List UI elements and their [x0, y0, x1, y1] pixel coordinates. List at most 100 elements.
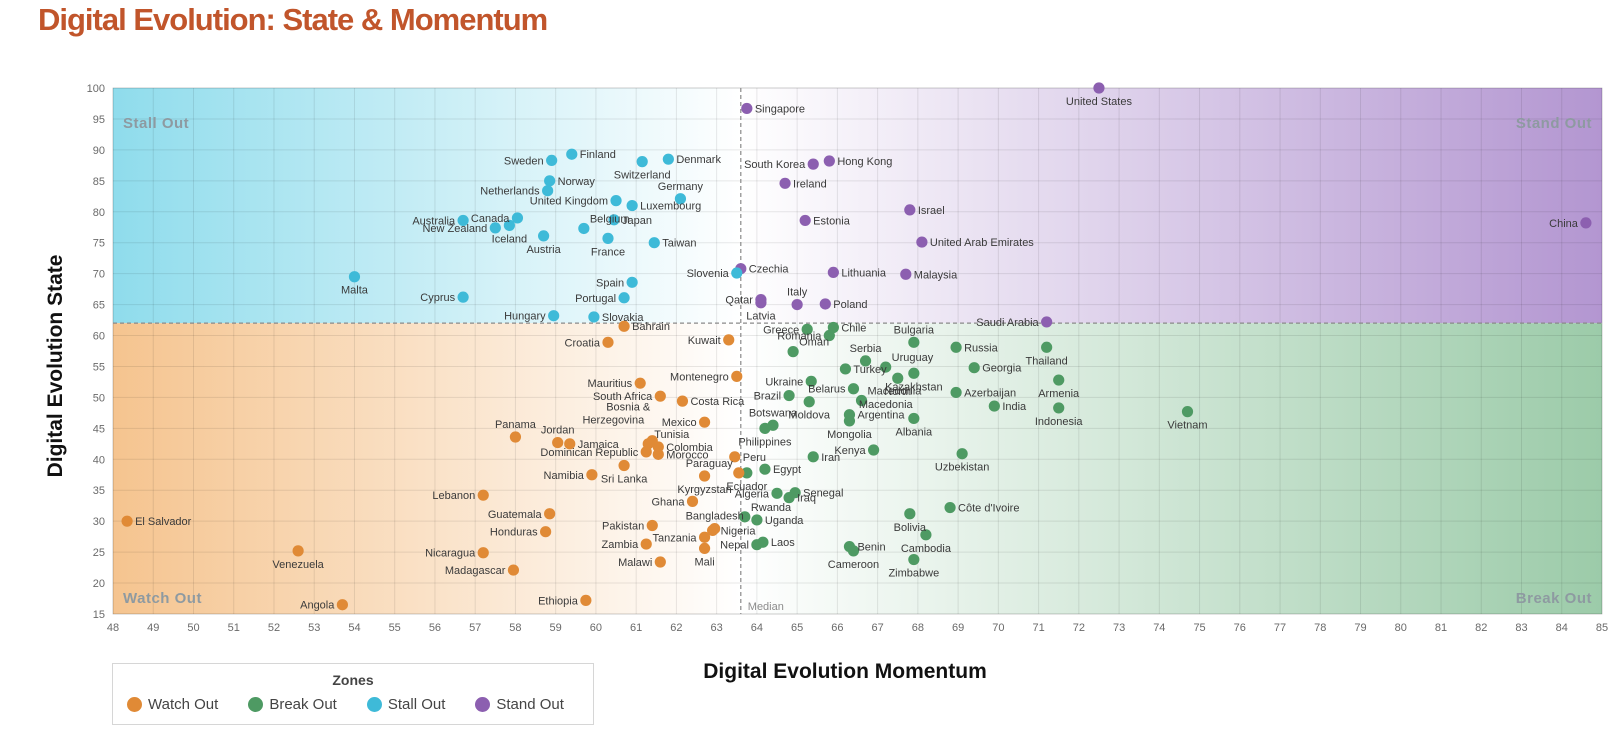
- label-czechia: Czechia: [749, 264, 790, 276]
- point-mongolia: [843, 415, 856, 427]
- point-pakistan: [646, 519, 658, 532]
- quadrant-stand-out: [740, 88, 1602, 324]
- point-israel: [904, 204, 916, 216]
- label-hong-kong: Hong Kong: [837, 156, 892, 168]
- point-serbia: [859, 355, 872, 367]
- x-tick-label: 68: [912, 622, 924, 634]
- label-macedonia: Macedonia: [868, 386, 923, 398]
- label-slovakia: Slovakia: [602, 312, 644, 324]
- point-spain: [626, 276, 638, 288]
- point-egypt: [759, 463, 771, 475]
- label-ukraine: Ukraine: [765, 376, 803, 388]
- point-cambodia: [920, 529, 932, 541]
- x-tick-label: 67: [871, 622, 883, 634]
- label-malawi: Malawi: [618, 557, 652, 569]
- point-labels: United States Singapore Hong Kong South Kor…: [135, 96, 1579, 612]
- label-nigeria: Nigeria: [721, 525, 757, 537]
- point-bulgaria: [908, 336, 920, 348]
- point-dominican-republic: [640, 446, 652, 458]
- point-india: [988, 400, 1000, 412]
- label-bahrain: Bahrain: [632, 321, 670, 333]
- point-nicaragua: [477, 547, 489, 559]
- x-tick-label: 84: [1556, 622, 1568, 634]
- point-macedonia: [855, 394, 868, 407]
- x-tick-label: 75: [1193, 622, 1205, 634]
- label-paraguay: Paraguay: [686, 458, 734, 470]
- point-uzbekistan: [956, 448, 968, 460]
- label-zimbabwe: Zimbabwe: [888, 568, 939, 580]
- label-taiwan: Taiwan: [662, 238, 696, 250]
- point-uruguay: [880, 361, 892, 373]
- label-israel: Israel: [918, 205, 945, 217]
- label-netherlands: Netherlands: [480, 186, 540, 198]
- label-japan: Japan: [622, 215, 652, 227]
- label-united-states: United States: [1066, 96, 1133, 108]
- label-azerbaijan: Azerbaijan: [964, 387, 1016, 399]
- point-albania: [908, 412, 920, 425]
- label-tunisia: Tunisia: [654, 429, 690, 441]
- legend-label-break-out: Break Out: [269, 696, 337, 713]
- point-japan: [608, 214, 620, 226]
- label-estonia: Estonia: [813, 215, 851, 227]
- x-axis-ticks: 48 49 50 51 52 53 54 55 56 57 58 59 60 61 62 63 64 65 66 67…: [107, 622, 1608, 634]
- point-hungary: [548, 310, 560, 322]
- y-axis-title: Digital Evolution State: [44, 255, 67, 478]
- x-tick-label: 58: [509, 622, 521, 634]
- label-serbia: Serbia: [850, 343, 883, 355]
- x-tick-label: 85: [1596, 622, 1608, 634]
- label-pakistan: Pakistan: [602, 521, 644, 533]
- label-germany: Germany: [658, 181, 704, 193]
- label-ecuador: Ecuador: [726, 481, 767, 493]
- label-thailand: Thailand: [1026, 355, 1068, 367]
- label-cameroon: Cameroon: [828, 559, 879, 571]
- label-sri-lanka: Sri Lanka: [601, 473, 648, 485]
- label-united-arab-emirates: United Arab Emirates: [930, 237, 1034, 249]
- point-australia: [457, 214, 469, 227]
- y-tick-label: 50: [93, 392, 105, 404]
- point-turkey: [839, 363, 852, 375]
- point-iran: [807, 451, 819, 463]
- point-latvia: [755, 297, 767, 309]
- point-united-kingdom: [610, 195, 622, 207]
- point-uganda: [751, 514, 763, 526]
- label-madagascar: Madagascar: [445, 565, 506, 577]
- point-saudi-arabia: [1041, 316, 1053, 328]
- point-cyprus: [457, 291, 469, 303]
- x-tick-label: 71: [1032, 622, 1044, 634]
- y-tick-label: 55: [93, 361, 105, 373]
- point-italy: [791, 298, 803, 311]
- legend-label-stand-out: Stand Out: [496, 696, 564, 713]
- point-panama: [509, 431, 522, 443]
- label-jordan: Jordan: [541, 425, 575, 437]
- label-mexico: Mexico: [662, 417, 697, 429]
- point-kuwait: [723, 334, 735, 346]
- zone-label-stand-out: Stand Out: [1516, 115, 1592, 132]
- x-tick-label: 72: [1073, 622, 1085, 634]
- label-oman: Oman: [799, 337, 829, 349]
- point-switzerland: [636, 156, 648, 168]
- point-ethiopia: [580, 594, 592, 606]
- label-albania: Albania: [895, 426, 933, 438]
- point-south-korea: [807, 158, 819, 170]
- label-slovenia: Slovenia: [687, 268, 730, 280]
- label-moldova: Moldova: [788, 410, 830, 422]
- label-france: France: [591, 246, 625, 258]
- zone-label-watch-out: Watch Out: [123, 590, 202, 607]
- label-finland: Finland: [580, 149, 616, 161]
- label-new-zealand: New Zealand: [422, 223, 487, 235]
- label-chile: Chile: [841, 322, 866, 334]
- point-china: [1580, 217, 1592, 229]
- x-tick-label: 80: [1395, 622, 1407, 634]
- label-china: China: [1549, 218, 1579, 230]
- x-tick-label: 60: [590, 622, 602, 634]
- label-el-salvador: El Salvador: [135, 516, 192, 528]
- label-uzbekistan: Uzbekistan: [935, 462, 989, 474]
- y-tick-label: 40: [93, 454, 105, 466]
- label-costa-rica: Costa Rica: [690, 396, 745, 408]
- point-montenegro: [731, 370, 743, 382]
- label-laos: Laos: [771, 537, 795, 549]
- label-switzerland: Switzerland: [614, 170, 671, 182]
- point-peru: [729, 451, 741, 463]
- x-tick-label: 61: [630, 622, 642, 634]
- point-portugal: [618, 292, 630, 304]
